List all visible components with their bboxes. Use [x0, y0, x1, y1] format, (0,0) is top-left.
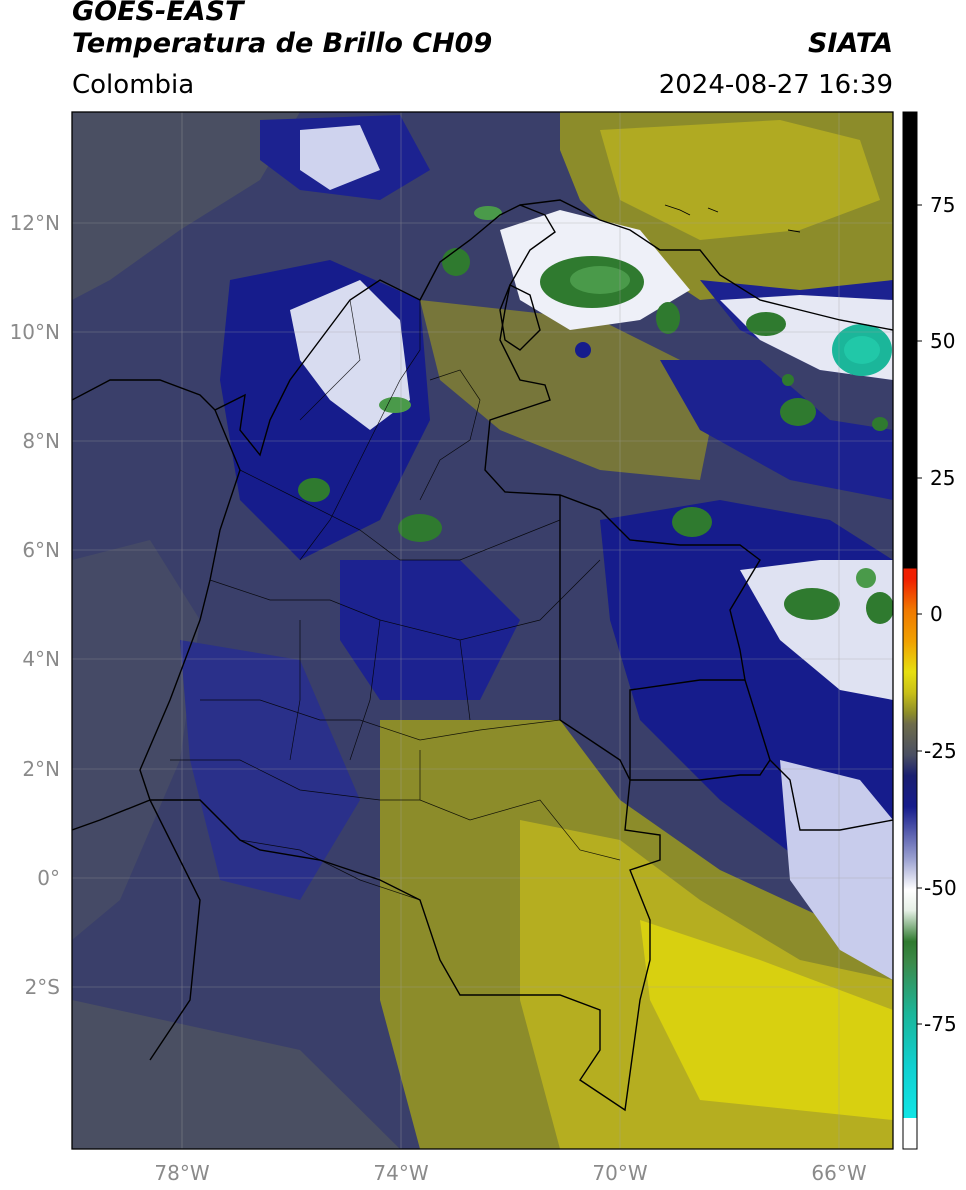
lon-label: 70°W	[592, 1161, 647, 1185]
lat-label: 8°N	[22, 429, 60, 453]
lon-label: 78°W	[154, 1161, 209, 1185]
colorbar-tick-label: -75	[924, 1012, 957, 1036]
lat-label: 0°	[37, 866, 60, 890]
colorbar-tick-label: -25	[924, 739, 957, 763]
longitude-labels: 78°W 74°W 70°W 66°W	[154, 1161, 866, 1185]
lon-label: 66°W	[811, 1161, 866, 1185]
product-channel-title: Temperatura de Brillo CH09	[72, 28, 493, 59]
brightness-temperature-field	[72, 112, 893, 1149]
lat-label: 2°N	[22, 757, 60, 781]
colorbar-ramp	[903, 112, 917, 1149]
product-satellite-title: GOES-EAST	[72, 0, 244, 27]
region-label: Colombia	[72, 70, 195, 100]
lat-label: 4°N	[22, 647, 60, 671]
brand-label: SIATA	[807, 28, 893, 59]
lon-label: 74°W	[373, 1161, 428, 1185]
country-borders	[72, 199, 893, 1112]
colorbar: 75 50 25 0 -25 -50 -75	[902, 111, 957, 1150]
colorbar-tick-label: -50	[924, 876, 957, 900]
timestamp-label: 2024-08-27 16:39	[658, 70, 893, 100]
lat-label: 10°N	[10, 320, 60, 344]
department-borders	[170, 299, 621, 901]
graticule	[72, 112, 893, 1149]
latitude-labels: 12°N 10°N 8°N 6°N 4°N 2°N 0° 2°S	[10, 211, 60, 999]
map-frame	[71, 111, 894, 1150]
lat-label: 6°N	[22, 538, 60, 562]
colorbar-tick-label: 50	[930, 329, 955, 353]
colorbar-tick-label: 75	[930, 193, 955, 217]
lat-label: 2°S	[25, 975, 60, 999]
lat-label: 12°N	[10, 211, 60, 235]
colorbar-tick-label: 25	[930, 466, 955, 490]
colorbar-tick-label: 0	[930, 602, 943, 626]
